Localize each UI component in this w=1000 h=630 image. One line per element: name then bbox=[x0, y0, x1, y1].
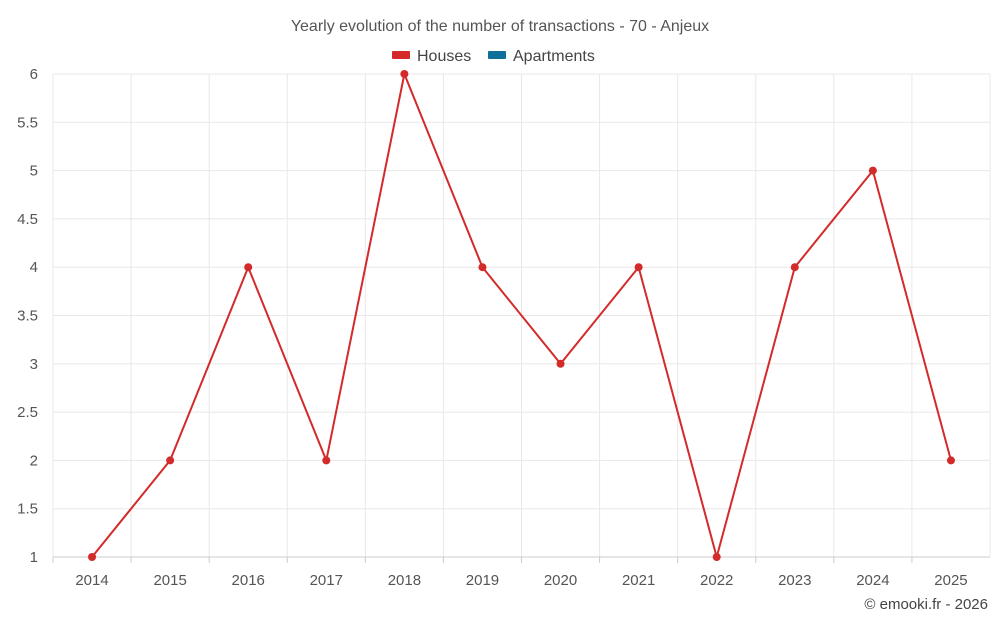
x-tick-label: 2019 bbox=[466, 572, 499, 589]
y-tick-label: 1.5 bbox=[17, 501, 38, 518]
legend: Houses Apartments bbox=[392, 48, 595, 65]
y-tick-label: 5.5 bbox=[17, 114, 38, 131]
legend-item-apartments[interactable]: Apartments bbox=[488, 48, 595, 65]
data-point-houses[interactable] bbox=[322, 456, 331, 465]
y-tick-label: 3.5 bbox=[17, 308, 38, 325]
x-tick-label: 2021 bbox=[622, 572, 655, 589]
data-point-houses[interactable] bbox=[166, 456, 175, 465]
x-tick-label: 2016 bbox=[232, 572, 265, 589]
x-tick-label: 2023 bbox=[778, 572, 811, 589]
y-tick-label: 2.5 bbox=[17, 404, 38, 421]
legend-swatch-houses bbox=[392, 51, 410, 59]
data-point-houses[interactable] bbox=[634, 263, 643, 272]
y-tick-label: 3 bbox=[30, 356, 38, 373]
data-point-houses[interactable] bbox=[712, 553, 721, 561]
x-tick-label: 2025 bbox=[934, 572, 967, 589]
x-tick-label: 2017 bbox=[310, 572, 343, 589]
x-tick-label: 2014 bbox=[75, 572, 108, 589]
data-point-houses[interactable] bbox=[88, 553, 97, 561]
x-tick-label: 2020 bbox=[544, 572, 577, 589]
data-point-houses[interactable] bbox=[244, 263, 253, 272]
data-point-houses[interactable] bbox=[400, 70, 409, 78]
legend-swatch-apartments bbox=[488, 51, 506, 59]
series-houses bbox=[88, 70, 955, 561]
y-tick-label: 4.5 bbox=[17, 211, 38, 228]
legend-label-apartments: Apartments bbox=[513, 48, 595, 65]
x-tick-label: 2022 bbox=[700, 572, 733, 589]
y-tick-label: 5 bbox=[30, 163, 38, 180]
y-tick-label: 6 bbox=[30, 66, 38, 83]
axes: 1 1.5 2 2.5 3 3.5 4 4.5 5 5.5 6 2014 2015 2016 2017 201… bbox=[17, 66, 990, 589]
y-tick-label: 2 bbox=[30, 452, 38, 469]
x-tick-label: 2015 bbox=[153, 572, 186, 589]
data-point-houses[interactable] bbox=[556, 359, 565, 368]
footer-credit: © emooki.fr - 2026 bbox=[864, 596, 988, 613]
chart-title: Yearly evolution of the number of transa… bbox=[291, 18, 709, 35]
y-tick-label: 1 bbox=[30, 549, 38, 566]
data-point-houses[interactable] bbox=[946, 456, 955, 465]
legend-item-houses[interactable]: Houses bbox=[392, 48, 471, 65]
data-point-houses[interactable] bbox=[790, 263, 799, 272]
data-point-houses[interactable] bbox=[868, 166, 877, 175]
x-tick-label: 2018 bbox=[388, 572, 421, 589]
data-point-houses[interactable] bbox=[478, 263, 487, 272]
legend-label-houses: Houses bbox=[417, 48, 471, 65]
series-line-houses bbox=[91, 73, 952, 558]
y-tick-label: 4 bbox=[30, 259, 38, 276]
x-tick-label: 2024 bbox=[856, 572, 889, 589]
